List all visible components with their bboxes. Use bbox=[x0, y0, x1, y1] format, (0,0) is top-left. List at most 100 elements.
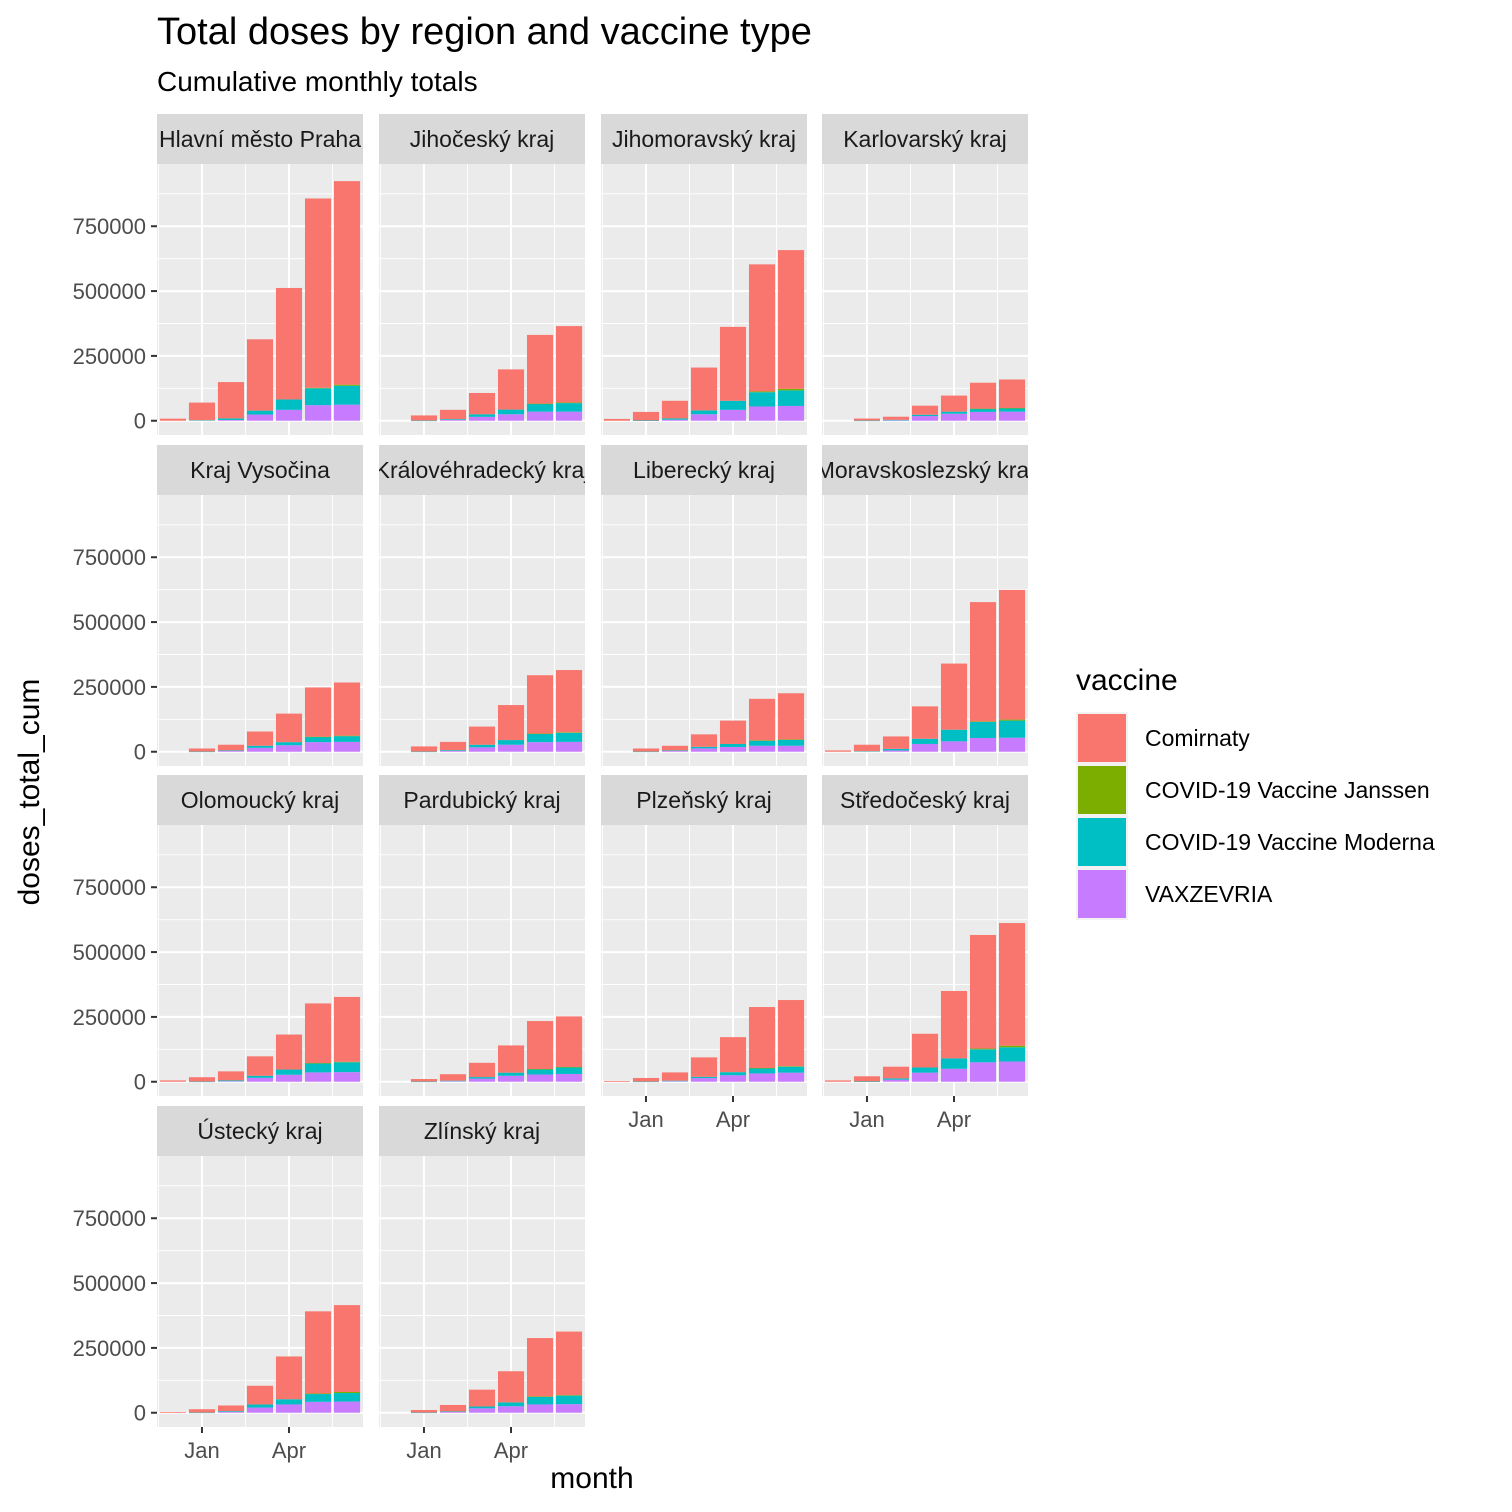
bar-segment bbox=[217, 419, 245, 421]
bar-segment bbox=[940, 990, 968, 1059]
bar-segment bbox=[333, 682, 361, 736]
bar-segment bbox=[526, 334, 554, 404]
bar-segment bbox=[333, 736, 361, 742]
bar-segment bbox=[998, 923, 1026, 1046]
facet-strip bbox=[379, 114, 585, 164]
bar-segment bbox=[497, 414, 525, 421]
bar-segment bbox=[410, 751, 438, 753]
bar-segment bbox=[188, 1409, 216, 1413]
y-tick-label: 500000 bbox=[73, 1271, 146, 1296]
bar-segment bbox=[555, 1066, 583, 1068]
bar-segment bbox=[526, 1021, 554, 1070]
bar-segment bbox=[526, 742, 554, 752]
bar-segment bbox=[159, 1080, 187, 1082]
bar-segment bbox=[246, 414, 274, 421]
bar-segment bbox=[217, 1405, 245, 1412]
bar-segment bbox=[159, 1411, 187, 1413]
bar-segment bbox=[632, 1081, 660, 1083]
bar-segment bbox=[969, 382, 997, 409]
bar-segment bbox=[969, 737, 997, 752]
bar-segment bbox=[632, 420, 660, 421]
bar-segment bbox=[246, 1056, 274, 1076]
y-tick-label: 0 bbox=[134, 1070, 146, 1095]
bar-segment bbox=[246, 1404, 274, 1408]
facet-strip-label: Olomoucký kraj bbox=[181, 787, 339, 813]
bar-segment bbox=[940, 1068, 968, 1082]
bar-segment bbox=[526, 733, 554, 735]
bar-segment bbox=[468, 747, 496, 752]
bar-segment bbox=[439, 419, 467, 421]
facet-panel: Hlavní město Praha 0 250000 500000 750000 bbox=[73, 114, 363, 435]
bar-segment bbox=[410, 1081, 438, 1083]
bar-segment bbox=[911, 1067, 939, 1073]
facet-panel: Ústecký kraj 0 250000 500000 750000 Jan Apr bbox=[73, 1106, 363, 1463]
bar-segment bbox=[661, 1080, 689, 1082]
bar-segment bbox=[632, 1077, 660, 1082]
bar-segment bbox=[853, 751, 881, 752]
bar-segment bbox=[777, 739, 805, 740]
y-tick-label: 250000 bbox=[73, 1005, 146, 1030]
bar-segment bbox=[439, 1080, 467, 1082]
bar-segment bbox=[333, 384, 361, 386]
bar-segment bbox=[304, 742, 332, 752]
bar-segment bbox=[661, 418, 689, 420]
bar-segment bbox=[497, 1371, 525, 1403]
bar-segment bbox=[497, 369, 525, 410]
chart-subtitle: Cumulative monthly totals bbox=[157, 66, 478, 97]
bar-segment bbox=[661, 419, 689, 421]
bar-segment bbox=[246, 745, 274, 748]
bar-segment bbox=[555, 732, 583, 733]
bar-segment bbox=[468, 1406, 496, 1409]
bar-segment bbox=[719, 1072, 747, 1076]
y-tick-label: 750000 bbox=[73, 875, 146, 900]
bar-segment bbox=[468, 1078, 496, 1082]
bar-segment bbox=[719, 409, 747, 421]
bar-segment bbox=[777, 1066, 805, 1067]
facet-strip bbox=[157, 1106, 363, 1156]
legend-swatch bbox=[1078, 870, 1126, 918]
bar-segment bbox=[748, 406, 776, 421]
bar-segment bbox=[690, 746, 718, 749]
y-tick-label: 750000 bbox=[73, 214, 146, 239]
bar-segment bbox=[217, 744, 245, 751]
bar-segment bbox=[333, 1401, 361, 1413]
bar-segment bbox=[304, 1072, 332, 1082]
bar-segment bbox=[468, 392, 496, 415]
facet-strip-label: Moravskoslezský kraj bbox=[816, 457, 1035, 483]
bar-segment bbox=[748, 1068, 776, 1074]
bar-segment bbox=[217, 1411, 245, 1412]
bar-segment bbox=[246, 1385, 274, 1405]
bar-segment bbox=[748, 740, 776, 746]
bar-segment bbox=[777, 745, 805, 752]
bar-segment bbox=[555, 741, 583, 752]
bar-segment bbox=[911, 405, 939, 415]
bar-segment bbox=[777, 390, 805, 406]
facet-strip-label: Jihomoravský kraj bbox=[612, 126, 796, 152]
facet-strip bbox=[379, 1106, 585, 1156]
bar-segment bbox=[690, 734, 718, 747]
bar-segment bbox=[275, 1399, 303, 1405]
bar-segment bbox=[439, 419, 467, 420]
y-tick-label: 500000 bbox=[73, 279, 146, 304]
bar-segment bbox=[468, 1062, 496, 1078]
bar-segment bbox=[777, 250, 805, 389]
legend-label: COVID-19 Vaccine Moderna bbox=[1145, 829, 1435, 855]
legend-title: vaccine bbox=[1076, 664, 1178, 697]
y-axis-title: doses_total_cum bbox=[13, 679, 46, 906]
bar-segment bbox=[188, 1077, 216, 1082]
facet-strip bbox=[822, 775, 1028, 825]
bar-segment bbox=[719, 743, 747, 748]
bar-segment bbox=[410, 1410, 438, 1413]
bar-segment bbox=[275, 1074, 303, 1082]
bar-segment bbox=[304, 1003, 332, 1064]
bar-segment bbox=[188, 402, 216, 421]
facet-strip bbox=[379, 445, 585, 495]
x-axis-title: month bbox=[550, 1462, 633, 1495]
bar-segment bbox=[497, 740, 525, 745]
facet-strip-label: Kraj Vysočina bbox=[190, 457, 330, 483]
bar-segment bbox=[998, 1061, 1026, 1082]
bar-segment bbox=[911, 414, 939, 417]
bar-segment bbox=[555, 403, 583, 412]
bar-segment bbox=[526, 411, 554, 421]
bar-segment bbox=[853, 1076, 881, 1082]
